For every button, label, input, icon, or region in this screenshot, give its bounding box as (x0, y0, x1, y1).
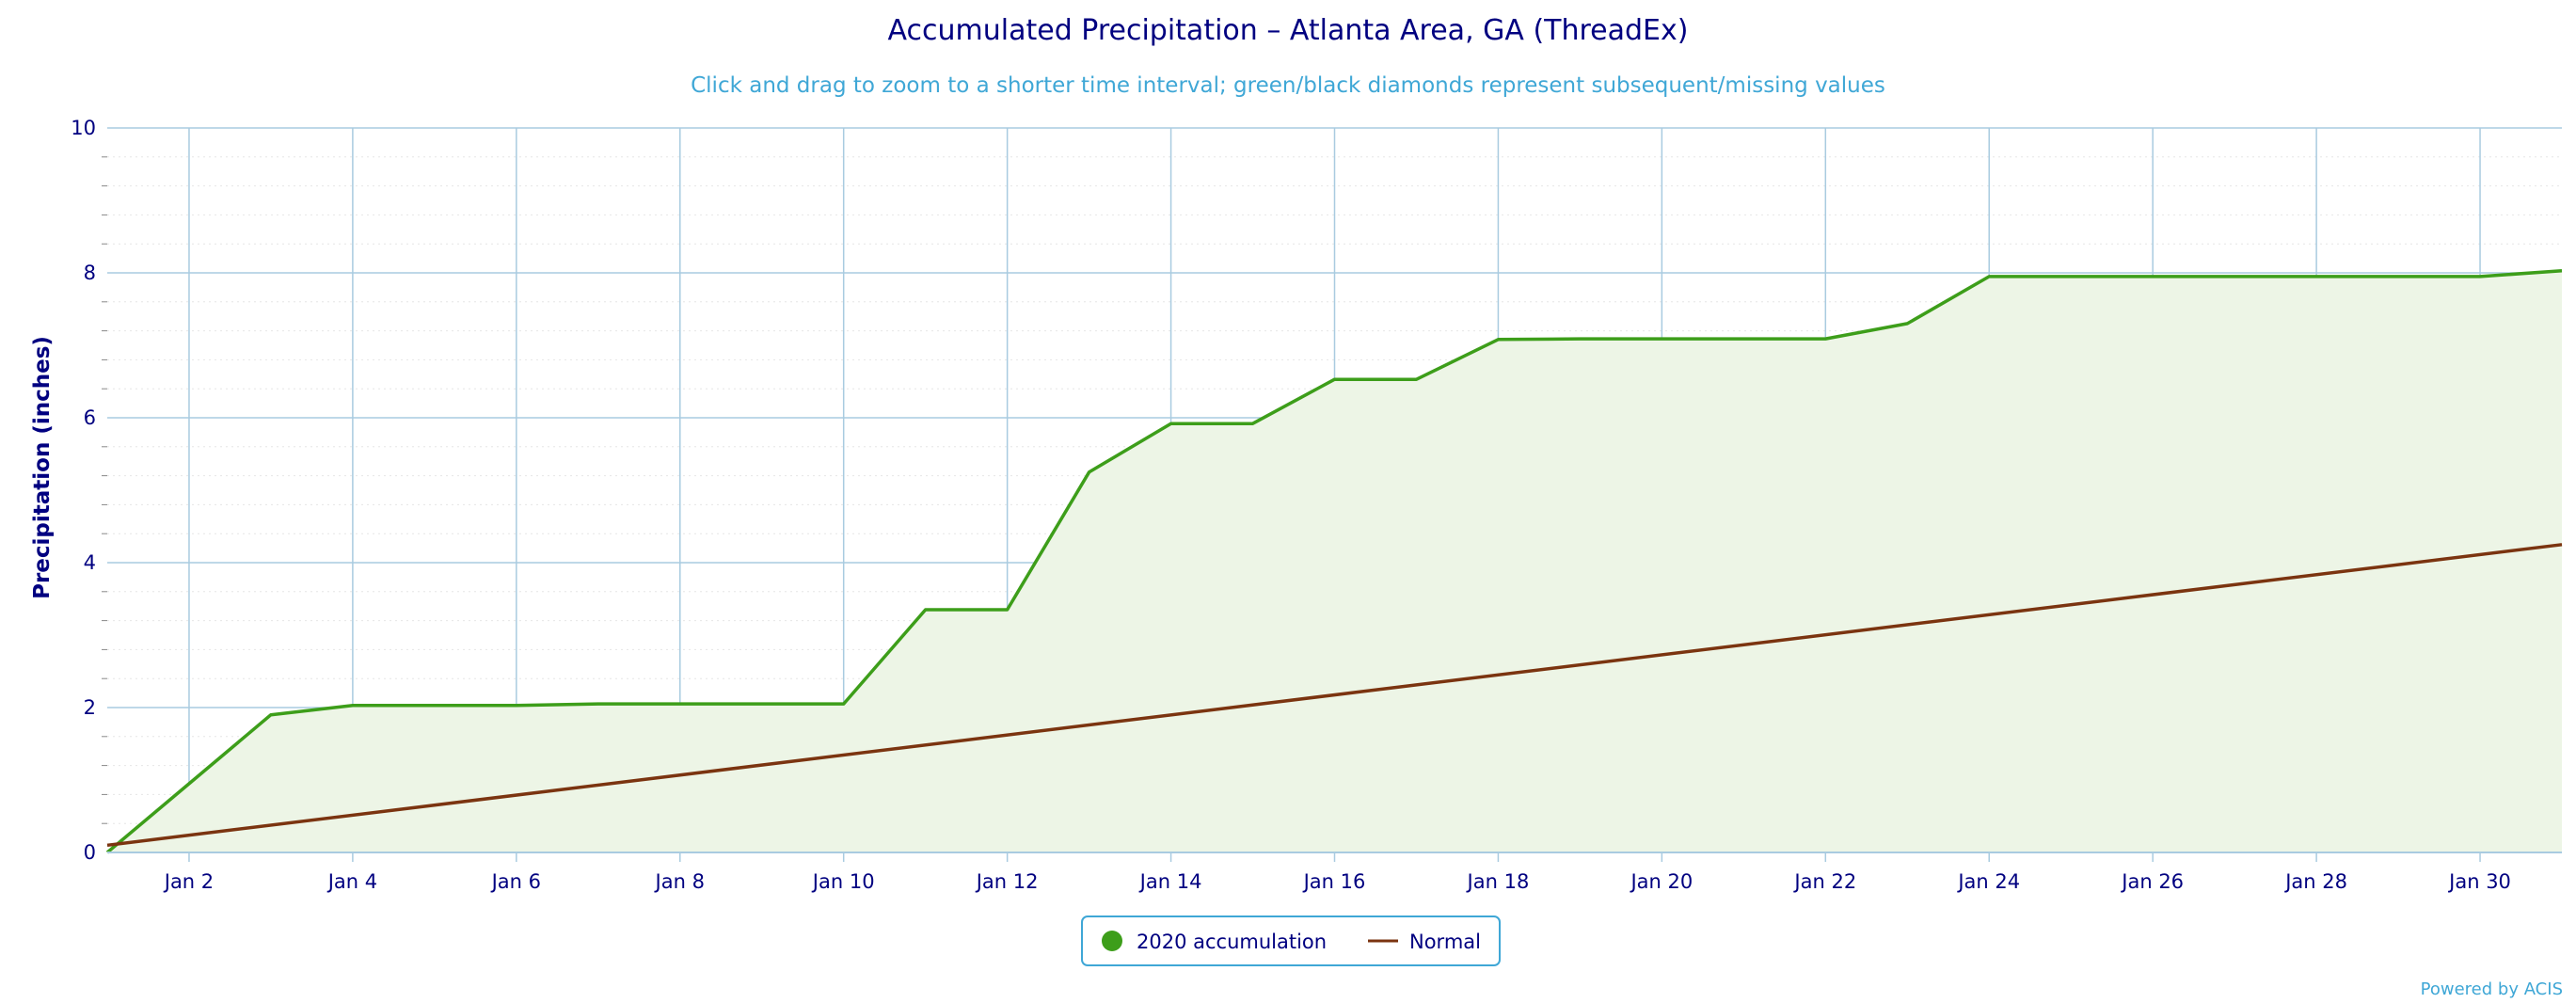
x-tick-label: Jan 4 (326, 870, 377, 893)
chart-subtitle: Click and drag to zoom to a shorter time… (691, 73, 1885, 98)
accumulation-point[interactable] (1409, 373, 1423, 386)
accumulation-point[interactable] (2310, 270, 2323, 283)
y-tick-label: 10 (71, 117, 96, 139)
line-layer (105, 264, 2568, 854)
accumulation-point[interactable] (1655, 332, 1668, 345)
x-tick-label: Jan 2 (163, 870, 214, 893)
x-tick-label: Jan 10 (811, 870, 875, 893)
accumulation-point[interactable] (1573, 332, 1586, 345)
powered-by-credit[interactable]: Powered by ACIS (2421, 979, 2563, 999)
y-tick-label: 8 (84, 262, 96, 284)
accumulation-point[interactable] (2473, 270, 2487, 283)
x-tick-label: Jan 12 (975, 870, 1039, 893)
accumulation-point[interactable] (837, 697, 851, 710)
x-tick-label: Jan 6 (490, 870, 541, 893)
normal-line[interactable] (106, 543, 2563, 848)
accumulation-point[interactable] (1982, 270, 1996, 283)
accumulation-point[interactable] (1491, 333, 1504, 346)
accumulation-point[interactable] (2064, 270, 2077, 283)
accumulation-point[interactable] (264, 708, 278, 722)
accumulation-point[interactable] (1819, 332, 1832, 345)
y-tick-label: 0 (84, 841, 96, 864)
legend[interactable]: 2020 accumulation Normal (1081, 915, 1501, 966)
x-tick-label: Jan 14 (1138, 870, 1202, 893)
area-layer (107, 270, 2562, 852)
y-tick-label: 6 (84, 406, 96, 429)
accumulation-point[interactable] (183, 777, 196, 790)
x-tick-label: Jan 20 (1629, 870, 1693, 893)
series-area-fill (107, 270, 2562, 852)
accumulation-point[interactable] (510, 699, 523, 712)
accumulation-point[interactable] (2555, 264, 2568, 278)
axes: 0 2 4 6 8 10 Jan 2 Jan 4 Jan 6 Jan 8 Jan 10 Jan 12 J… (71, 117, 2562, 893)
legend-accumulation-marker (1102, 931, 1122, 951)
accumulation-point[interactable] (1247, 417, 1260, 430)
legend-box (1081, 915, 1501, 966)
chart-title: Accumulated Precipitation – Atlanta Area… (888, 14, 1689, 47)
y-tick-label: 4 (84, 551, 96, 574)
accumulation-point[interactable] (919, 603, 932, 616)
accumulation-point[interactable] (1328, 373, 1342, 386)
accumulation-point[interactable] (1900, 317, 1914, 330)
x-tick-label: Jan 8 (654, 870, 705, 893)
accumulation-point[interactable] (2228, 270, 2241, 283)
x-tick-label: Jan 16 (1302, 870, 1366, 893)
accumulation-point[interactable] (2392, 270, 2405, 283)
accumulation-point[interactable] (674, 697, 687, 710)
x-tick-label: Jan 22 (1792, 870, 1856, 893)
accumulation-point[interactable] (755, 697, 769, 710)
x-tick-label: Jan 18 (1466, 870, 1530, 893)
accumulation-line[interactable] (105, 268, 2563, 854)
legend-accumulation-label: 2020 accumulation (1137, 931, 1327, 953)
x-tick-label: Jan 28 (2283, 870, 2347, 893)
accumulation-point[interactable] (1165, 417, 1178, 430)
x-tick-label: Jan 26 (2120, 870, 2184, 893)
accumulation-point[interactable] (428, 699, 441, 712)
x-tick-label: Jan 24 (1956, 870, 2020, 893)
accumulation-point[interactable] (346, 699, 359, 712)
accumulation-point[interactable] (592, 697, 605, 710)
y-axis-title: Precipitation (inches) (30, 336, 55, 599)
x-tick-label: Jan 30 (2447, 870, 2511, 893)
accumulation-point[interactable] (1001, 603, 1014, 616)
accumulation-point[interactable] (1737, 332, 1750, 345)
legend-normal-label: Normal (1409, 931, 1481, 953)
accumulation-point[interactable] (1083, 466, 1096, 479)
accumulation-point[interactable] (2146, 270, 2159, 283)
y-tick-label: 2 (84, 696, 96, 719)
legend-item-normal[interactable]: Normal (1368, 931, 1481, 953)
legend-item-accumulation[interactable]: 2020 accumulation (1102, 931, 1327, 953)
